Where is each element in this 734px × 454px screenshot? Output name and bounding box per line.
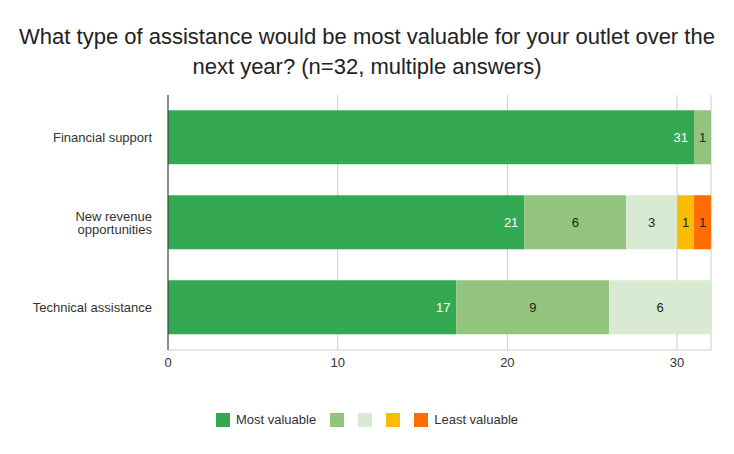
svg-text:31: 31 [674,130,688,145]
svg-text:9: 9 [529,300,536,315]
svg-text:10: 10 [330,355,344,370]
svg-text:New revenueopportunities: New revenueopportunities [75,209,152,237]
svg-text:1: 1 [699,130,706,145]
svg-text:Technical assistance: Technical assistance [33,300,152,315]
svg-text:1: 1 [699,215,706,230]
svg-text:1: 1 [682,215,689,230]
svg-text:6: 6 [572,215,579,230]
svg-text:30: 30 [670,355,684,370]
svg-text:20: 20 [500,355,514,370]
svg-text:6: 6 [656,300,663,315]
svg-text:Financial support: Financial support [53,130,152,145]
svg-text:21: 21 [504,215,518,230]
html-text:What type of assistance would: What type of assistance would be most va… [19,24,715,79]
svg-text:0: 0 [164,355,171,370]
svg-text:17: 17 [436,300,450,315]
svg-text:3: 3 [648,215,655,230]
html-text:Least valuable: Least valuable [434,412,518,427]
html-text:Most valuable: Most valuable [236,412,317,427]
